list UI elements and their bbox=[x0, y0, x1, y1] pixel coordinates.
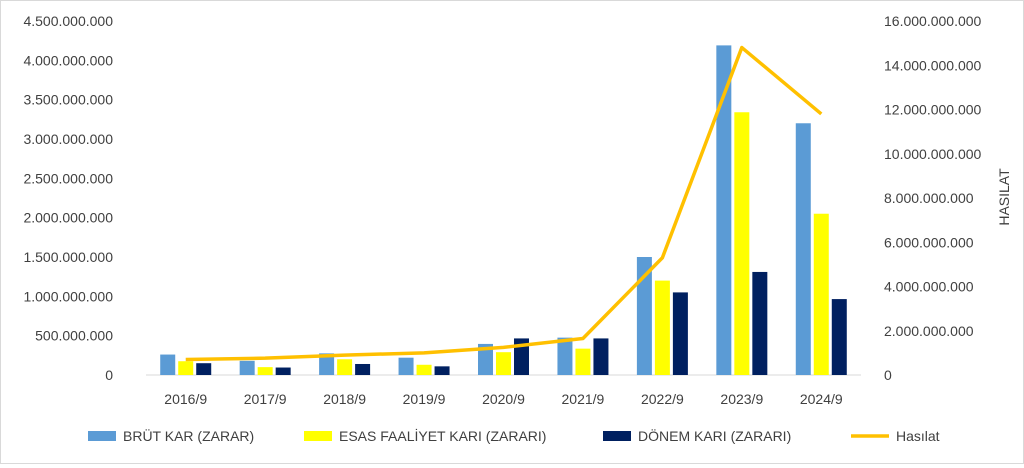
bar-3 bbox=[672, 292, 688, 375]
bar-series-group bbox=[160, 45, 847, 376]
bar-1 bbox=[239, 360, 255, 375]
bar-1 bbox=[398, 357, 414, 375]
left-tick-label: 2.500.000.000 bbox=[23, 170, 113, 186]
legend-label: DÖNEM KARI (ZARARI) bbox=[638, 427, 791, 444]
left-tick-label: 1.000.000.000 bbox=[23, 288, 113, 304]
x-tick-label: 2020/9 bbox=[482, 391, 525, 407]
bar-1 bbox=[319, 353, 335, 375]
right-axis-title: HASILAT bbox=[996, 168, 1012, 226]
bar-1 bbox=[160, 354, 176, 375]
left-tick-label: 1.500.000.000 bbox=[23, 249, 113, 265]
right-tick-label: 2.000.000.000 bbox=[884, 323, 974, 339]
x-tick-label: 2024/9 bbox=[800, 391, 843, 407]
x-tick-label: 2021/9 bbox=[562, 391, 605, 407]
bar-3 bbox=[752, 271, 768, 375]
bar-3 bbox=[831, 299, 847, 375]
bar-3 bbox=[514, 338, 529, 375]
legend: BRÜT KAR (ZARAR) ESAS FAALİYET KARI (ZARA… bbox=[88, 427, 940, 444]
x-tick-label: 2018/9 bbox=[323, 391, 366, 407]
right-tick-label: 10.000.000.000 bbox=[884, 146, 982, 162]
left-tick-label: 0 bbox=[105, 367, 113, 383]
right-tick-label: 0 bbox=[884, 367, 892, 383]
legend-swatch bbox=[304, 431, 332, 441]
left-tick-label: 500.000.000 bbox=[35, 328, 113, 344]
bar-1 bbox=[795, 123, 811, 376]
x-tick-label: 2017/9 bbox=[244, 391, 287, 407]
bar-3 bbox=[275, 367, 291, 375]
bar-2 bbox=[654, 280, 670, 375]
left-tick-label: 3.500.000.000 bbox=[23, 92, 113, 108]
bar-1 bbox=[478, 343, 493, 375]
bar-2 bbox=[178, 361, 194, 375]
right-tick-label: 14.000.000.000 bbox=[884, 57, 982, 73]
x-axis-ticks: 2016/9 2017/9 2018/9 2019/9 2020/9 2021/9 2022… bbox=[164, 391, 843, 407]
left-tick-label: 4.000.000.000 bbox=[23, 52, 113, 68]
bar-2 bbox=[257, 367, 273, 375]
x-tick-label: 2023/9 bbox=[720, 391, 763, 407]
bar-2 bbox=[496, 352, 511, 375]
right-tick-label: 4.000.000.000 bbox=[884, 279, 974, 295]
left-axis-ticks: 0 500.000.000 1.000.000.000 1.500.000.000 2.… bbox=[23, 13, 113, 383]
right-axis-ticks: 0 2.000.000.000 4.000.000.000 6.000.000.000… bbox=[884, 13, 982, 383]
left-tick-label: 2.000.000.000 bbox=[23, 210, 113, 226]
bar-2 bbox=[575, 348, 591, 375]
left-tick-label: 3.000.000.000 bbox=[23, 131, 113, 147]
bar-1 bbox=[636, 257, 652, 375]
x-tick-label: 2016/9 bbox=[164, 391, 207, 407]
bar-3 bbox=[593, 338, 609, 375]
right-tick-label: 16.000.000.000 bbox=[884, 13, 982, 29]
bar-3 bbox=[196, 363, 212, 375]
bar-1 bbox=[557, 337, 573, 375]
x-tick-label: 2022/9 bbox=[641, 391, 684, 407]
legend-swatch bbox=[603, 431, 631, 441]
bar-2 bbox=[416, 364, 432, 375]
legend-swatch bbox=[88, 431, 116, 441]
bar-2 bbox=[337, 359, 353, 375]
right-tick-label: 8.000.000.000 bbox=[884, 190, 974, 206]
legend-label: ESAS FAALİYET KARI (ZARARI) bbox=[339, 427, 546, 444]
right-tick-label: 6.000.000.000 bbox=[884, 234, 974, 250]
bar-2 bbox=[813, 213, 829, 375]
legend-label: Hasılat bbox=[896, 428, 940, 444]
left-tick-label: 4.500.000.000 bbox=[23, 13, 113, 29]
bar-1 bbox=[716, 45, 732, 376]
x-tick-label: 2019/9 bbox=[403, 391, 446, 407]
right-tick-label: 12.000.000.000 bbox=[884, 102, 982, 118]
bar-3 bbox=[355, 363, 371, 375]
bar-3 bbox=[434, 366, 450, 375]
bar-2 bbox=[734, 112, 750, 376]
hasilat-line bbox=[185, 45, 823, 362]
legend-label: BRÜT KAR (ZARAR) bbox=[123, 427, 254, 444]
